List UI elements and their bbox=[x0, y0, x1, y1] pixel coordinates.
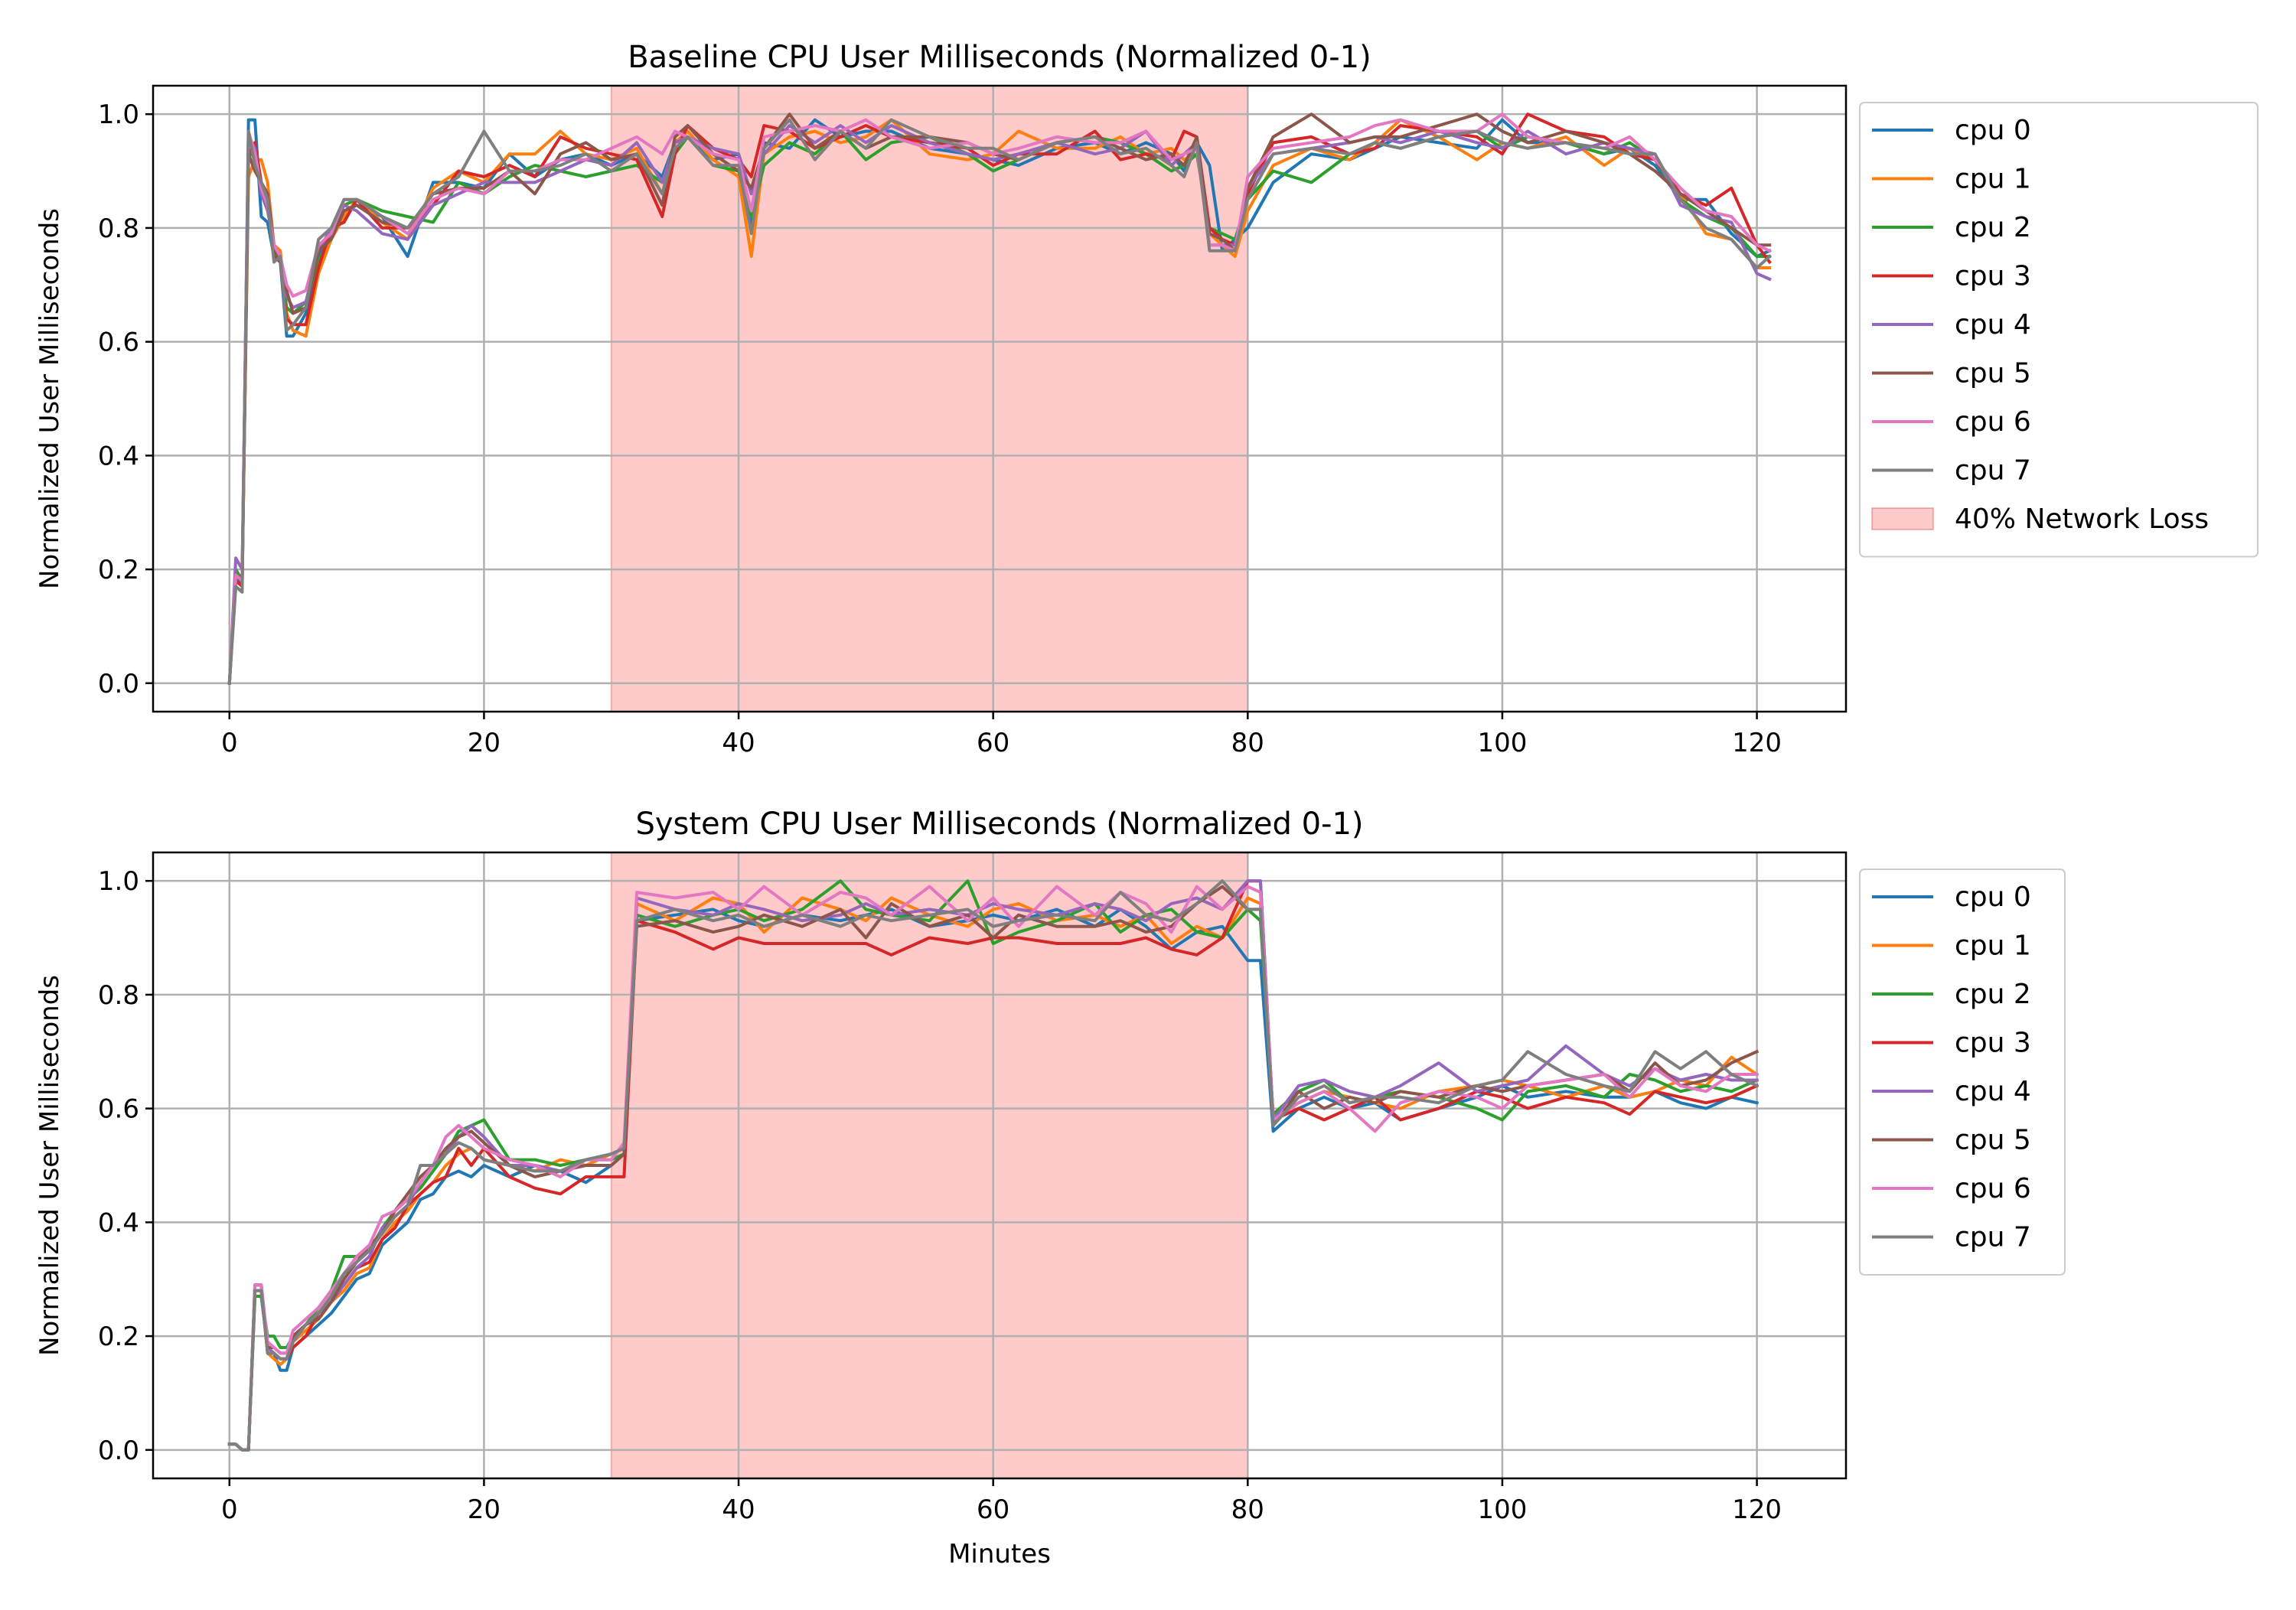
legend-label: cpu 2 bbox=[1955, 212, 2031, 243]
y-tick-label: 1.0 bbox=[98, 866, 139, 897]
x-tick-label: 80 bbox=[1231, 1494, 1264, 1525]
legend-box bbox=[1859, 869, 2066, 1276]
series-line-cpu-6 bbox=[227, 885, 1759, 1452]
x-tick-label: 0 bbox=[221, 1494, 238, 1525]
y-tick-label: 0.6 bbox=[98, 328, 139, 358]
x-tick-label: 80 bbox=[1231, 728, 1264, 758]
legend-label: cpu 4 bbox=[1955, 1076, 2031, 1107]
y-tick-label: 0.6 bbox=[98, 1094, 139, 1125]
y-tick-label: 0.2 bbox=[98, 555, 139, 585]
y-tick-label: 0.0 bbox=[98, 669, 139, 699]
y-tick-label: 1.0 bbox=[98, 99, 139, 130]
y-tick-label: 0.4 bbox=[98, 441, 139, 471]
x-tick-label: 0 bbox=[221, 728, 238, 758]
bottom-chart: 0 20 40 60 80 100 120 0.0 0.2 0.4 0.6 0.8 1.0 System … bbox=[34, 807, 2066, 1569]
y-tick-label: 0.8 bbox=[98, 980, 139, 1011]
legend-label: cpu 0 bbox=[1955, 882, 2031, 913]
shaded-region bbox=[610, 852, 1249, 1479]
legend: cpu 0 cpu 1 cpu 2 cpu 3 cpu 4 cpu 5 cpu 6 cpu 7 bbox=[1859, 869, 2066, 1276]
legend-label: cpu 2 bbox=[1955, 979, 2031, 1010]
x-tick-label: 120 bbox=[1732, 728, 1782, 758]
x-tick-label: 120 bbox=[1732, 1494, 1782, 1525]
series-line-cpu-7 bbox=[227, 118, 1773, 685]
legend-label: cpu 6 bbox=[1955, 1173, 2031, 1204]
legend-label: cpu 3 bbox=[1955, 1028, 2031, 1059]
legend-label: cpu 0 bbox=[1955, 115, 2031, 146]
top-chart: 0 20 40 60 80 100 120 0.0 0.2 0.4 0.6 0.8 1.0 Baselin… bbox=[34, 40, 2258, 758]
x-tick-label: 100 bbox=[1477, 1494, 1527, 1525]
legend-label: cpu 6 bbox=[1955, 406, 2031, 438]
legend-label: cpu 3 bbox=[1955, 261, 2031, 292]
chart-title: System CPU User Milliseconds (Normalized… bbox=[635, 807, 1363, 842]
y-axis-label: Normalized User Milliseconds bbox=[34, 975, 65, 1356]
legend-label: cpu 4 bbox=[1955, 309, 2031, 341]
x-tick-label: 20 bbox=[468, 728, 501, 758]
legend-swatch bbox=[1871, 507, 1934, 530]
x-tick-label: 60 bbox=[977, 728, 1009, 758]
x-tick-label: 60 bbox=[977, 1494, 1009, 1525]
shaded-region bbox=[610, 85, 1249, 712]
y-tick-label: 0.8 bbox=[98, 213, 139, 244]
legend: cpu 0 cpu 1 cpu 2 cpu 3 cpu 4 cpu 5 cpu 6 cpu 7… bbox=[1859, 102, 2258, 558]
series-line-cpu-5 bbox=[227, 112, 1772, 685]
plot-frame bbox=[152, 84, 1848, 713]
y-tick-label: 0.2 bbox=[98, 1322, 139, 1352]
plot-frame bbox=[152, 851, 1848, 1480]
legend-label: cpu 1 bbox=[1955, 930, 2031, 962]
x-tick-label: 20 bbox=[468, 1494, 501, 1525]
y-axis-label: Normalized User Milliseconds bbox=[34, 208, 65, 589]
x-axis-label: Minutes bbox=[948, 1539, 1051, 1569]
legend-label: cpu 1 bbox=[1955, 164, 2031, 195]
legend-label: cpu 7 bbox=[1955, 1222, 2031, 1253]
legend-label: cpu 5 bbox=[1955, 358, 2031, 389]
series-line-cpu-7 bbox=[227, 879, 1760, 1452]
x-tick-label: 40 bbox=[722, 1494, 755, 1525]
y-tick-label: 0.0 bbox=[98, 1436, 139, 1466]
legend-box bbox=[1859, 102, 2258, 558]
chart-title: Baseline CPU User Milliseconds (Normaliz… bbox=[628, 40, 1371, 75]
legend-label: 40% Network Loss bbox=[1955, 504, 2209, 535]
legend-label: cpu 7 bbox=[1955, 455, 2031, 487]
legend-label: cpu 5 bbox=[1955, 1125, 2031, 1156]
y-tick-label: 0.4 bbox=[98, 1208, 139, 1238]
x-tick-label: 40 bbox=[722, 728, 755, 758]
x-tick-label: 100 bbox=[1477, 728, 1527, 758]
